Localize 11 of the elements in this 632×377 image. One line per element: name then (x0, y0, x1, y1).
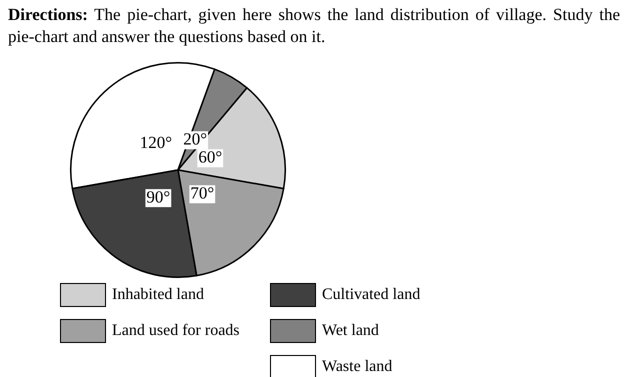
data-label: 70° (190, 184, 214, 203)
legend-label: Cultivated land (322, 286, 420, 304)
data-label: 60° (198, 148, 222, 167)
data-label: 20° (183, 130, 208, 149)
legend-label: Waste land (322, 358, 392, 376)
chart-title: Directions: The pie-chart, given here shows the land distribution of village. Study the pie-chart and answer the questions based on it. (8, 4, 620, 48)
data-label: 90° (146, 188, 170, 207)
legend-label: Land used for roads (112, 322, 240, 340)
data-label: 120° (140, 133, 172, 152)
legend-label: Wet land (322, 322, 379, 340)
legend-label: Inhabited land (112, 286, 204, 304)
